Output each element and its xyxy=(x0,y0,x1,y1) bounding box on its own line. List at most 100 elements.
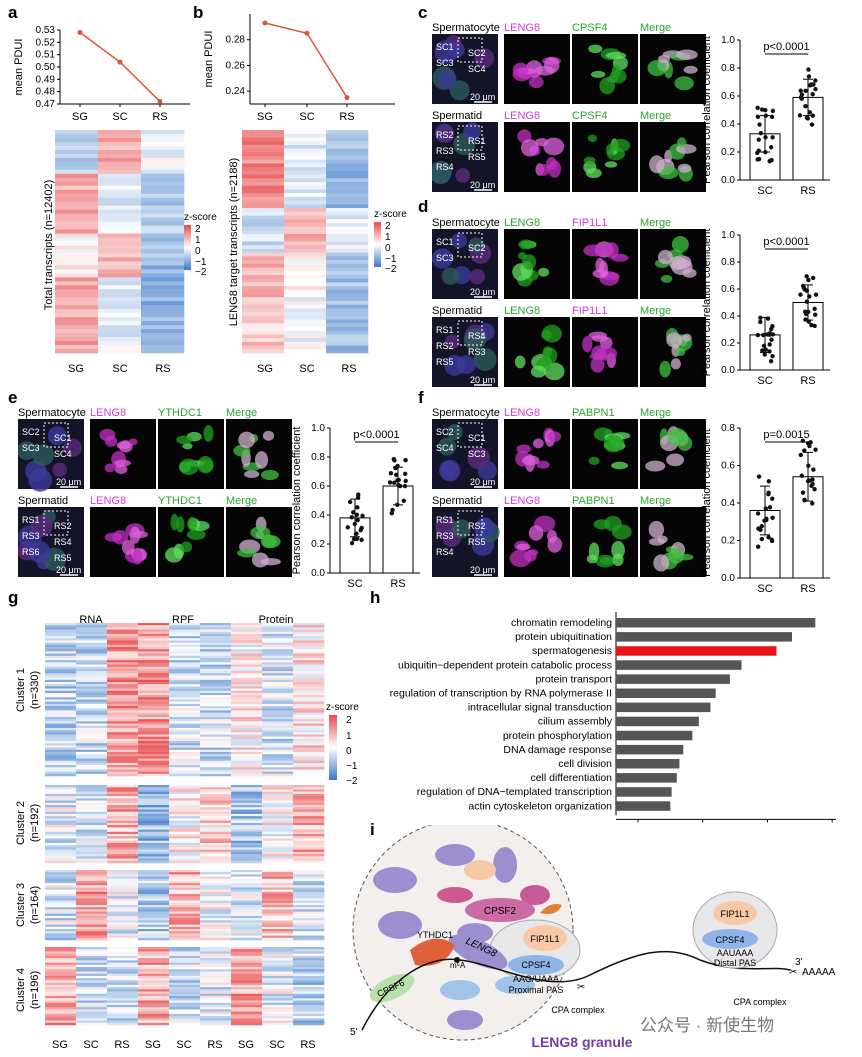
heatmap-cell xyxy=(231,876,263,880)
heatmap-cell xyxy=(45,900,77,904)
data-point xyxy=(391,480,397,485)
heatmap-cell xyxy=(284,174,327,179)
p-value: p<0.0001 xyxy=(763,41,809,53)
dlabel-pas1: Proximal PAS xyxy=(509,985,564,995)
heatmap-cell xyxy=(76,947,108,950)
heatmap-cell xyxy=(45,716,77,720)
heatmap-cell xyxy=(293,962,325,966)
heatmap-cell xyxy=(138,791,170,795)
heatmap-cell xyxy=(169,845,201,848)
panel-letter-g: g xyxy=(8,588,19,607)
heatmap-cell xyxy=(262,1020,294,1024)
cell-type-label: Spermatid xyxy=(432,110,482,122)
heatmap-cell xyxy=(107,947,139,950)
heatmap-cell xyxy=(107,802,139,806)
heatmap-cell xyxy=(284,308,327,313)
heatmap-cell xyxy=(107,829,139,833)
heatmap-cell xyxy=(326,323,369,328)
heatmap-cell xyxy=(138,756,170,759)
nucleus xyxy=(432,248,453,269)
heatmap-cell xyxy=(284,248,327,253)
heatmap-cell xyxy=(76,695,108,698)
heatmap-cell xyxy=(293,949,325,952)
heatmap-cell xyxy=(138,802,170,806)
heatmap-cell xyxy=(231,913,263,917)
heatmap-cell xyxy=(293,894,325,897)
heatmap-cell xyxy=(169,822,201,826)
cell-id-label: RS1 xyxy=(436,325,454,335)
y-tick-label: 0.6 xyxy=(721,284,735,295)
heatmap-cell xyxy=(98,321,142,326)
heatmap-cell xyxy=(293,993,325,997)
heatmap-cell xyxy=(293,647,325,650)
heatmap-cell xyxy=(284,159,327,164)
heatmap-cell xyxy=(107,773,139,777)
heatmap-cell xyxy=(76,736,108,740)
heatmap-cell xyxy=(138,679,170,683)
dlabel-polya: AAAAA xyxy=(802,967,836,978)
cpsf2-shape xyxy=(465,898,535,922)
heatmap-cell xyxy=(107,754,139,757)
heatmap-cell xyxy=(326,189,369,194)
heatmap-cell xyxy=(231,880,263,884)
heatmap-cell xyxy=(169,905,201,908)
channel-label: LENG8 xyxy=(90,407,126,419)
heatmap-cell xyxy=(262,747,294,751)
heatmap-cell xyxy=(76,854,108,857)
heatmap-cell xyxy=(326,222,369,227)
heatmap-cell xyxy=(231,651,263,654)
heatmap-cell xyxy=(107,688,139,692)
data-point xyxy=(803,88,808,93)
heatmap-cell xyxy=(284,152,327,157)
heatmap-cell xyxy=(169,627,201,630)
heatmap-cell xyxy=(107,822,139,826)
heatmap-cell xyxy=(55,293,99,298)
heatmap-cell xyxy=(138,831,170,835)
heatmap-cell xyxy=(76,937,108,941)
heatmap-cell xyxy=(76,1018,108,1021)
heatmap-cell xyxy=(326,349,369,354)
data-point xyxy=(402,483,408,489)
zscore-title-b: z-score xyxy=(374,209,407,220)
scale-bar-label: 20 μm xyxy=(56,565,81,575)
heatmap-cell xyxy=(262,935,294,939)
y-tick-label: 0.48 xyxy=(36,87,56,98)
cell-id-label: SC4 xyxy=(468,64,486,74)
heatmap-cell xyxy=(231,688,263,692)
heatmap-cell xyxy=(141,157,185,163)
inset-box xyxy=(43,510,69,536)
heatmap-cell xyxy=(200,1002,232,1006)
heatmap-cell xyxy=(107,958,139,961)
heatmap-cell xyxy=(55,297,99,302)
heatmap-cell xyxy=(76,760,108,764)
heatmap-cell xyxy=(107,666,139,670)
signal-blob xyxy=(599,556,614,565)
heatmap-cell xyxy=(231,751,263,755)
heatmap-cell xyxy=(169,883,201,886)
heatmap-cell xyxy=(293,891,325,895)
heatmap-cell xyxy=(107,973,139,977)
heatmap-cell xyxy=(200,727,232,731)
signal-blob xyxy=(199,459,214,473)
heatmap-cell xyxy=(45,692,77,696)
heatmap-cell xyxy=(141,193,185,198)
category-label: intracellular signal transduction xyxy=(468,702,612,714)
heatmap-cell xyxy=(76,978,108,981)
heatmap-cell xyxy=(107,758,139,761)
heatmap-cell xyxy=(200,813,232,817)
heatmap-cell xyxy=(169,913,201,917)
heatmap-cell xyxy=(138,969,170,972)
heatmap-cell xyxy=(242,267,285,272)
heatmap-cell xyxy=(293,725,325,729)
data-point xyxy=(798,292,803,297)
heatmap-cell xyxy=(138,982,170,986)
panel-letter-c: c xyxy=(418,3,428,22)
heatmap-cell xyxy=(231,856,263,859)
heatmap-b-ylabel: LENG8 target transcripts (n=2188) xyxy=(228,158,240,326)
heatmap-cell xyxy=(231,682,263,685)
panel-g: RNA RPF Protein Cluster 1 (n=330) Cluste… xyxy=(15,614,359,1051)
heatmap-cell xyxy=(231,834,263,837)
cell-type-label: Spermatocyte xyxy=(432,217,500,229)
heatmap-cell xyxy=(169,800,201,804)
heatmap-cell xyxy=(200,907,232,910)
